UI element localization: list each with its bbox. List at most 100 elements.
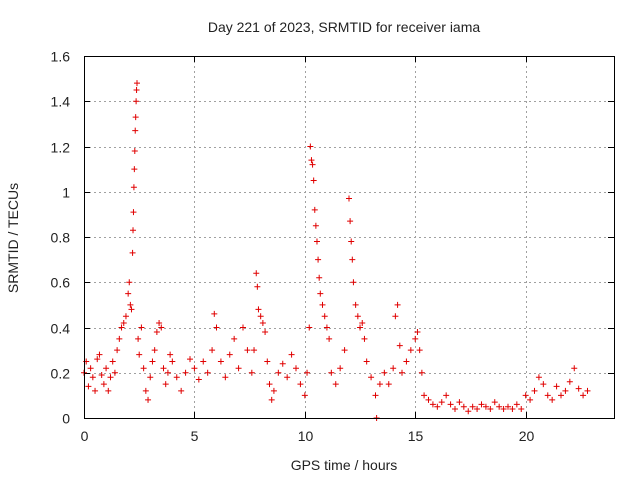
data-point — [266, 381, 273, 388]
data-point — [316, 274, 323, 281]
y-tick-label: 0.4 — [51, 321, 71, 337]
data-point — [412, 335, 419, 342]
data-point — [126, 279, 133, 286]
data-point — [474, 405, 481, 412]
y-tick-label: 0.6 — [51, 275, 71, 291]
data-point — [500, 405, 507, 412]
data-point — [527, 396, 534, 403]
data-point — [540, 381, 547, 388]
data-point — [209, 347, 216, 354]
data-point — [337, 365, 344, 372]
data-point — [136, 351, 143, 358]
data-point — [399, 369, 405, 376]
data-point — [403, 358, 410, 365]
data-point — [310, 177, 317, 184]
data-point — [312, 222, 319, 229]
data-point — [134, 80, 140, 87]
data-point — [125, 290, 132, 297]
data-point — [251, 347, 258, 354]
data-point — [254, 283, 261, 290]
data-point — [452, 405, 458, 412]
data-point — [304, 369, 311, 376]
data-point — [130, 184, 137, 191]
data-point — [213, 324, 220, 331]
data-point — [132, 127, 139, 134]
data-point — [321, 313, 328, 320]
data-point — [332, 381, 339, 388]
data-point — [128, 306, 135, 313]
data-point — [443, 392, 450, 399]
data-point — [347, 218, 354, 225]
data-point — [103, 365, 110, 372]
data-point — [182, 369, 189, 376]
data-point — [429, 401, 436, 408]
data-point — [94, 356, 101, 363]
data-point — [392, 313, 399, 320]
data-point — [167, 351, 174, 358]
data-point — [129, 249, 136, 256]
data-point — [151, 347, 158, 354]
data-point — [85, 383, 92, 390]
data-point — [114, 347, 121, 354]
data-point — [447, 401, 454, 408]
data-point — [359, 319, 366, 326]
y-tick-label: 0.8 — [51, 230, 71, 246]
y-tick-label: 0 — [62, 411, 70, 427]
data-point — [131, 166, 138, 173]
x-axis-label: GPS time / hours — [291, 457, 398, 473]
y-axis-label: SRMTID / TECUs — [5, 183, 21, 293]
data-point — [211, 310, 218, 317]
data-point — [531, 387, 538, 394]
data-point — [571, 365, 578, 372]
data-point — [313, 238, 320, 245]
data-point — [390, 365, 397, 372]
data-point — [381, 369, 388, 376]
data-point — [153, 329, 160, 336]
data-point — [173, 374, 180, 381]
data-point — [195, 376, 202, 383]
data-point — [418, 369, 425, 376]
data-point — [118, 324, 125, 331]
data-point — [130, 227, 137, 234]
data-point — [553, 383, 560, 390]
data-point — [580, 392, 587, 399]
data-point — [120, 319, 127, 326]
data-point — [496, 403, 503, 410]
data-point — [349, 256, 356, 263]
x-tick-label: 5 — [191, 428, 199, 444]
data-point — [487, 405, 494, 412]
data-point — [562, 387, 569, 394]
data-point — [350, 279, 357, 286]
data-point — [89, 374, 96, 381]
data-point — [354, 313, 361, 320]
data-point — [279, 360, 286, 367]
data-point — [317, 290, 324, 297]
data-point — [323, 324, 330, 331]
data-point — [288, 351, 295, 358]
data-point — [361, 335, 368, 342]
data-point — [376, 381, 383, 388]
data-point — [133, 98, 140, 105]
data-point — [535, 374, 542, 381]
data-point — [96, 351, 103, 358]
y-tick-label: 1.4 — [51, 94, 71, 110]
data-point — [425, 396, 432, 403]
data-point — [259, 319, 266, 326]
y-tick-label: 1.6 — [51, 49, 71, 65]
data-point — [308, 157, 315, 164]
data-point — [478, 401, 485, 408]
data-point — [284, 374, 291, 381]
data-point — [346, 195, 352, 202]
data-point — [231, 335, 238, 342]
tick-labels: 0 5 10 15 20 0 0.2 0.4 0.6 0.8 1 1.2 1.4 1.6 — [51, 49, 535, 445]
chart-title: Day 221 of 2023, SRMTID for receiver iam… — [208, 19, 481, 35]
data-point — [469, 403, 476, 410]
data-point — [434, 403, 441, 410]
data-point — [111, 369, 118, 376]
x-tick-label: 10 — [298, 428, 314, 444]
data-point — [416, 347, 423, 354]
data-point — [162, 381, 169, 388]
data-point — [98, 372, 105, 379]
data-point — [140, 365, 147, 372]
